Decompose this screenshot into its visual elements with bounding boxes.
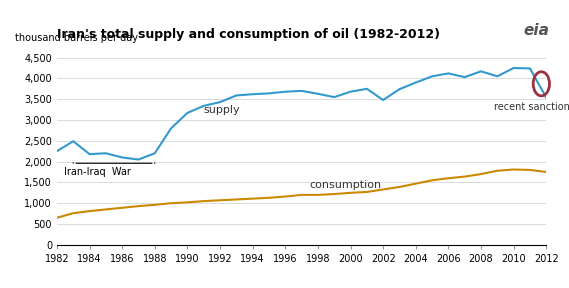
Text: eia: eia	[523, 23, 549, 38]
Text: thousand barrels per day: thousand barrels per day	[15, 33, 138, 43]
Text: recent sanctions: recent sanctions	[494, 103, 569, 112]
Text: Iran-Iraq  War: Iran-Iraq War	[64, 167, 131, 177]
Text: supply: supply	[204, 105, 240, 115]
Text: consumption: consumption	[310, 180, 382, 190]
Text: Iran's total supply and consumption of oil (1982-2012): Iran's total supply and consumption of o…	[57, 28, 440, 41]
